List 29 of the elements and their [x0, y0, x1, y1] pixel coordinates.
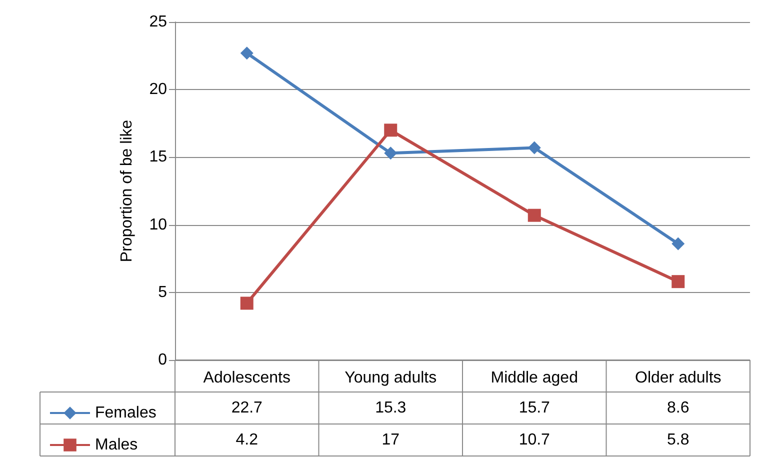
legend-label: Females	[95, 404, 156, 422]
x-tick-label: Young adults	[344, 370, 437, 386]
data-label: 15.7	[518, 400, 550, 416]
data-label: 5.8	[667, 432, 690, 448]
y-tick-label: 15	[149, 148, 168, 166]
y-axis-title: Proportion of be like	[118, 120, 136, 262]
point	[528, 208, 541, 222]
x-tick-label: Adolescents	[203, 370, 290, 386]
point	[384, 146, 398, 160]
point	[240, 296, 254, 310]
y-tick-label: 10	[149, 216, 168, 234]
y-tick-label: 5	[158, 284, 168, 301]
data-label: 15.3	[375, 400, 406, 416]
x-tick-label: Middle aged	[490, 370, 578, 386]
y-tick-label: 20	[149, 81, 168, 98]
y-tick-label: 0	[158, 352, 168, 368]
point	[672, 237, 685, 250]
data-label: 17	[382, 432, 400, 448]
point	[672, 275, 685, 288]
point	[240, 46, 254, 60]
data-label: 10.7	[518, 432, 550, 448]
x-tick-label: Older adults	[634, 370, 722, 386]
data-label: 8.6	[667, 400, 690, 416]
point	[528, 141, 541, 154]
point	[384, 124, 398, 137]
y-tick-label: 25	[149, 14, 168, 30]
legend-label: Males	[95, 436, 138, 454]
data-label: 4.2	[236, 432, 258, 448]
data-label: 22.7	[231, 400, 263, 416]
